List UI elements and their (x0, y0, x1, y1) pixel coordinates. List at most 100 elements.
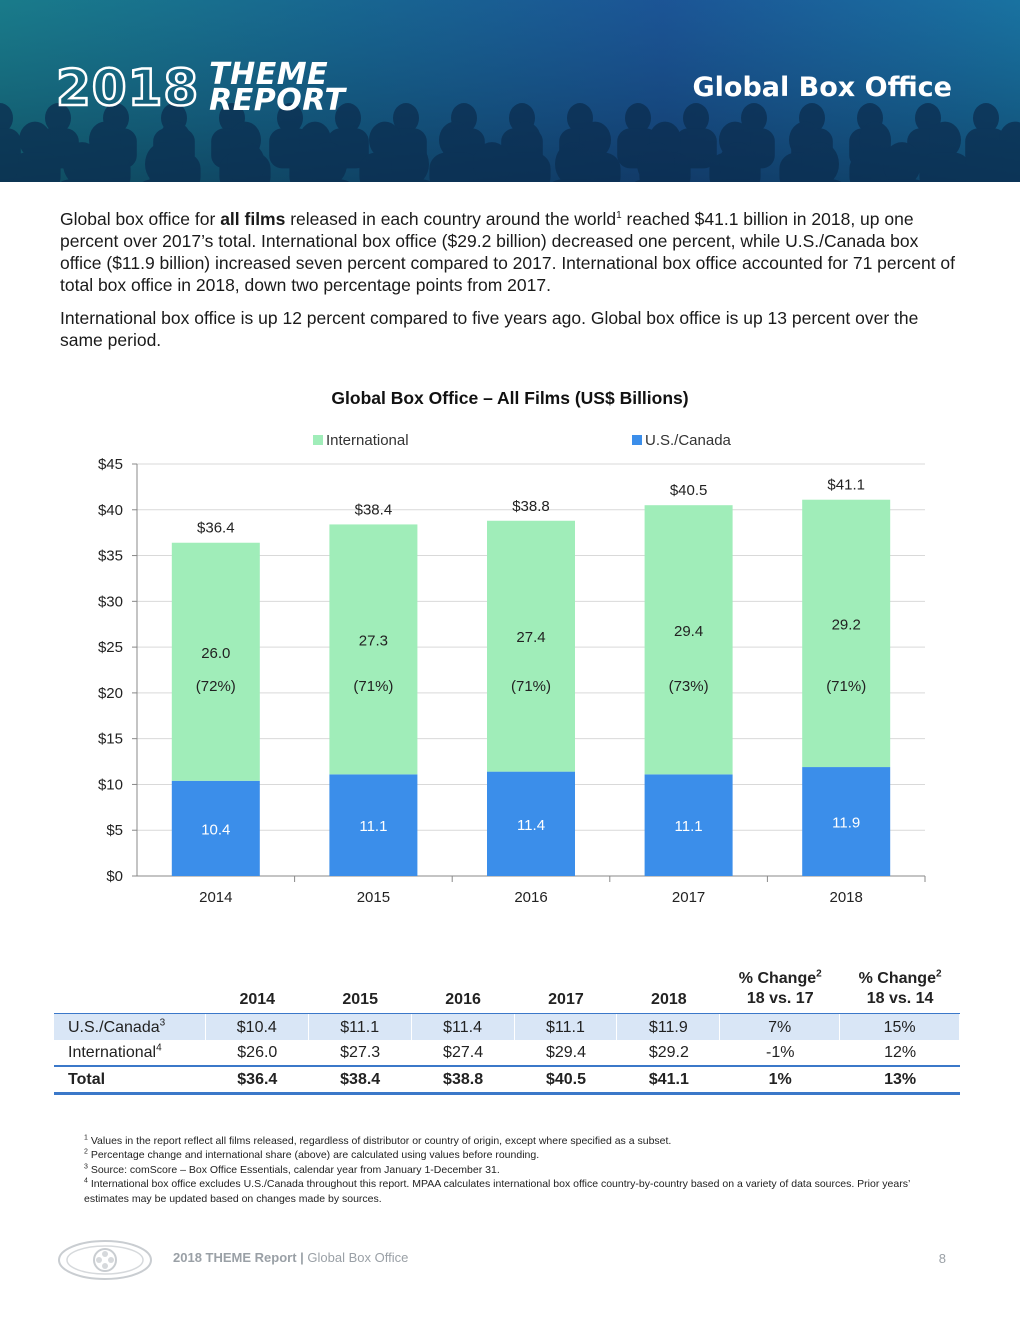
data-label-us-canada: 11.4 (517, 817, 545, 834)
table-row-international: International4 $26.0 $27.3 $27.4 $29.4 $… (54, 1040, 960, 1067)
table-header-year: 2014 (239, 991, 276, 1008)
box-office-chart: International U.S./Canada $0 $5 $10 $15 $20 $25… (98, 432, 926, 906)
brand-word-theme: THEME (209, 57, 329, 92)
y-tick-label: $40 (98, 502, 123, 519)
bar-international (171, 542, 260, 781)
data-label-international-share: (71%) (353, 678, 393, 695)
data-label-international: 26.0 (201, 645, 230, 662)
legend-swatch-us-canada (632, 435, 642, 445)
y-tick-label: $45 (98, 456, 123, 473)
table-header-year: 2018 (651, 991, 687, 1008)
table-cell: $29.4 (545, 1043, 586, 1061)
table-header-year: 2015 (342, 991, 378, 1008)
data-label-total: $40.5 (670, 482, 708, 499)
y-tick-label: $0 (106, 868, 123, 885)
bar-us-canada (802, 767, 891, 876)
y-tick-label: $30 (98, 593, 123, 610)
table-cell: $10.4 (206, 1013, 309, 1041)
table-header-year: 2016 (445, 991, 481, 1008)
box-office-table: 2014 2015 2016 2017 2018 % Change2 18 vs… (54, 955, 961, 1095)
table-cell: -1% (766, 1043, 795, 1061)
bar-us-canada (487, 771, 575, 876)
table-cell: $11.4 (412, 1013, 515, 1041)
data-label-us-canada: 11.1 (675, 818, 703, 835)
data-label-total: $38.8 (512, 498, 550, 515)
table-header-year: 2017 (548, 991, 584, 1008)
y-tick-label: $10 (98, 776, 123, 793)
chart-title: Global Box Office – All Films (US$ Billi… (331, 388, 689, 408)
x-tick-label: 2014 (199, 889, 232, 906)
table-cell: $27.4 (443, 1043, 484, 1061)
data-label-us-canada: 11.9 (832, 815, 860, 832)
table-cell: 15% (840, 1013, 961, 1041)
row-label: U.S./Canada3 (54, 1013, 206, 1041)
legend-swatch-international (313, 435, 323, 445)
footnote: 1 Values in the report reflect all films… (84, 1134, 672, 1148)
intro-paragraph-1: Global box office for all films released… (60, 209, 956, 295)
bar-us-canada (644, 774, 733, 876)
table-cell: $38.8 (443, 1070, 484, 1088)
footnote: 3 Source: comScore – Box Office Essentia… (84, 1163, 500, 1176)
table-cell: 1% (768, 1070, 792, 1088)
row-label: International4 (68, 1042, 162, 1061)
table-cell: 12% (884, 1043, 917, 1061)
intro-paragraph-2: International box office is up 12 percen… (60, 308, 919, 350)
footnotes: 1 Values in the report reflect all films… (84, 1134, 924, 1206)
table-header-pct-change-17: % Change2 18 vs. 17 (738, 968, 822, 1007)
table-cell: $38.4 (340, 1070, 381, 1088)
table-cell: $40.5 (545, 1070, 586, 1088)
data-label-international-share: (71%) (511, 678, 551, 695)
page-number: 8 (938, 1251, 946, 1266)
data-label-total: $38.4 (355, 501, 393, 518)
row-label: Total (68, 1070, 106, 1088)
data-label-international-share: (72%) (196, 678, 236, 695)
bar-international (644, 505, 733, 775)
table-cell: $11.1 (515, 1013, 618, 1041)
table-cell: 7% (720, 1013, 841, 1041)
x-tick-label: 2016 (514, 889, 547, 906)
data-label-total: $36.4 (197, 520, 235, 537)
table-cell: $36.4 (237, 1070, 278, 1088)
table-row-total: Total $36.4 $38.4 $38.8 $40.5 $41.1 1% 1… (54, 1067, 960, 1095)
x-tick-label: 2015 (357, 889, 390, 906)
footer-report-name: 2018 THEME Report | Global Box Office (173, 1250, 409, 1265)
mpaa-logo-icon (58, 1240, 152, 1280)
x-tick-label: 2018 (830, 889, 863, 906)
y-tick-label: $20 (98, 685, 123, 702)
data-label-us-canada: 10.4 (201, 821, 230, 838)
header-banner: 2018 THEME REPORT Global Box Office (0, 0, 1020, 182)
table-cell: $11.9 (617, 1013, 721, 1041)
table-cell: $11.1 (309, 1013, 412, 1041)
data-label-international: 29.2 (832, 616, 861, 633)
data-label-international: 29.4 (674, 623, 703, 640)
legend-label-us-canada: U.S./Canada (645, 432, 732, 449)
y-tick-label: $5 (106, 822, 123, 839)
table-cell: 13% (884, 1070, 917, 1088)
table-row-us-canada: U.S./Canada3 $10.4 $11.1 $11.4 $11.1 $11… (54, 1013, 961, 1041)
table-header-pct-change-14: % Change2 18 vs. 14 (858, 968, 942, 1007)
bar-international (329, 524, 418, 775)
table-cell: $26.0 (237, 1043, 278, 1061)
brand-year: 2018 (55, 59, 200, 117)
table-cell: $27.3 (340, 1043, 381, 1061)
brand-logo: 2018 THEME REPORT (55, 57, 346, 118)
table-cell: $29.2 (648, 1043, 689, 1061)
bar-us-canada (329, 774, 418, 876)
data-label-international-share: (71%) (826, 678, 866, 695)
audience-photo (0, 0, 1020, 182)
data-label-international: 27.4 (516, 629, 545, 646)
brand-word-report: REPORT (209, 83, 346, 118)
data-label-international: 27.3 (359, 632, 388, 649)
bar-us-canada (171, 780, 260, 876)
bar-international (802, 499, 891, 768)
data-label-us-canada: 11.1 (359, 818, 387, 835)
y-tick-label: $35 (98, 548, 123, 565)
bar-international (487, 520, 575, 772)
y-tick-label: $25 (98, 639, 123, 656)
footnote: 4 International box office excludes U.S.… (84, 1177, 910, 1205)
table-cell: $41.1 (648, 1070, 689, 1088)
x-tick-label: 2017 (672, 889, 705, 906)
y-tick-label: $15 (98, 731, 123, 748)
table-header-row: 2014 2015 2016 2017 2018 % Change2 18 vs… (54, 955, 960, 1013)
footnote: 2 Percentage change and international sh… (84, 1148, 540, 1162)
